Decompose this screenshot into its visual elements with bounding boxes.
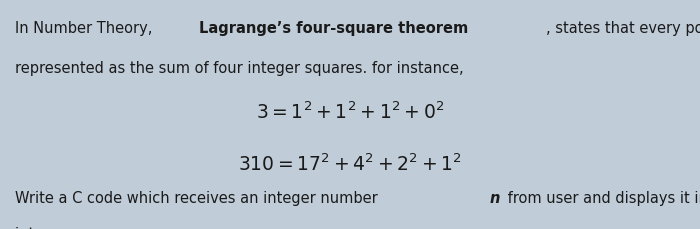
Text: , states that every positive integer number can be: , states that every positive integer num… (546, 21, 700, 36)
Text: represented as the sum of four integer squares. for instance,: represented as the sum of four integer s… (15, 61, 464, 76)
Text: $310 = 17^2 + 4^2 + 2^2 + 1^2$: $310 = 17^2 + 4^2 + 2^2 + 1^2$ (238, 153, 462, 175)
Text: n: n (489, 191, 500, 206)
Text: Lagrange’s four-square theorem: Lagrange’s four-square theorem (199, 21, 468, 36)
Text: integer squares.: integer squares. (15, 227, 135, 229)
Text: In Number Theory,: In Number Theory, (15, 21, 158, 36)
Text: Write a C code which receives an integer number: Write a C code which receives an integer… (15, 191, 383, 206)
Text: from user and displays it in the form of sum of four: from user and displays it in the form of… (503, 191, 700, 206)
Text: $3 = 1^2 + 1^2 + 1^2 + 0^2$: $3 = 1^2 + 1^2 + 1^2 + 0^2$ (256, 102, 444, 123)
